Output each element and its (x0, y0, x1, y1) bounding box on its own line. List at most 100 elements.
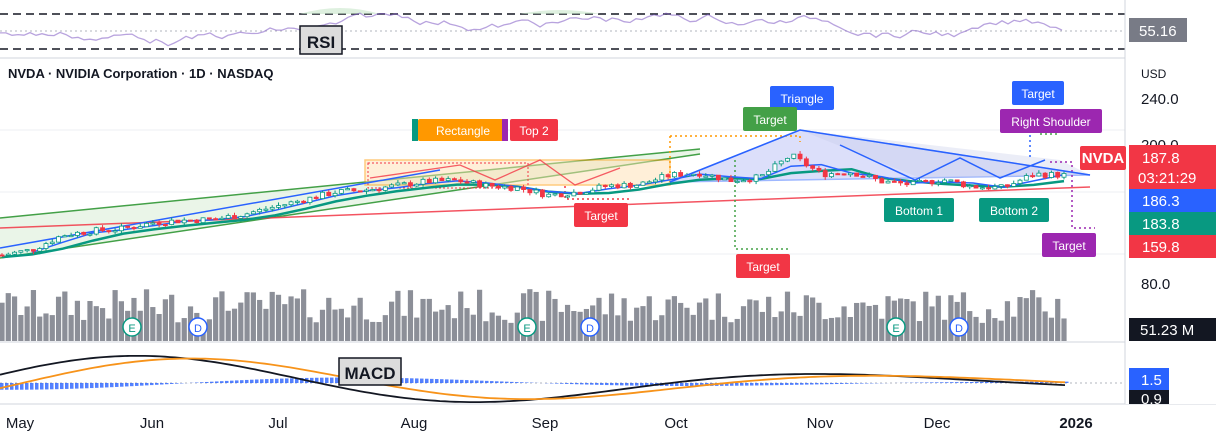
event-markers[interactable]: E D E D E D (122, 317, 969, 337)
macd-histogram-bar (950, 382, 954, 383)
volume-bar (420, 298, 426, 341)
volume-bar (608, 293, 615, 341)
candle-body (1023, 175, 1029, 181)
candle-body (0, 254, 5, 257)
macd-histogram-bar (65, 383, 69, 389)
candle-body (288, 201, 294, 206)
earnings-marker-3[interactable]: E (892, 323, 899, 335)
volume-bar (652, 320, 659, 341)
candle-body (426, 178, 432, 184)
candle-body (395, 182, 401, 186)
candle-body (43, 243, 49, 249)
candle-body (803, 158, 809, 167)
red-line-value: 159.8 (1142, 239, 1180, 256)
volume-bar (213, 297, 219, 341)
target-red-label-2: Target (746, 260, 780, 274)
volume-bar (822, 319, 828, 341)
volume-bar (747, 299, 753, 341)
macd-histogram-bar (450, 379, 454, 383)
candle-body (200, 217, 206, 224)
currency-label[interactable]: USD (1141, 67, 1167, 81)
volume-bar (910, 301, 916, 341)
candle-body (973, 185, 979, 189)
candle-body (169, 219, 175, 225)
macd-histogram-bar (610, 383, 614, 386)
candle-body (382, 186, 388, 191)
red-line-tag (1129, 235, 1216, 258)
dividend-marker-3[interactable]: D (955, 323, 963, 335)
volume-bar (162, 299, 168, 341)
target-green-label: Target (753, 113, 787, 127)
volume-bar (659, 315, 665, 341)
macd-histogram-bar (110, 383, 114, 388)
macd-histogram-bar (315, 377, 319, 383)
volume-bar (678, 302, 684, 341)
macd-histogram-bar (210, 381, 214, 383)
candle-body (75, 231, 80, 236)
dividend-marker-2[interactable]: D (586, 323, 594, 335)
candle-body (125, 225, 131, 228)
volume-bar (577, 311, 583, 341)
candle-body (420, 178, 426, 185)
macd-histogram-bar (100, 383, 104, 388)
macd-histogram-bar (175, 383, 179, 384)
macd-histogram-bar (155, 383, 159, 385)
earnings-marker-1[interactable]: E (128, 323, 135, 335)
candle-body (797, 153, 803, 160)
macd-histogram-bar (1065, 381, 1069, 383)
candle-body (68, 235, 74, 238)
macd-histogram-bar (700, 383, 704, 386)
macd-histogram-bar (670, 383, 674, 386)
candle-body (1005, 184, 1010, 187)
volume-bar (722, 316, 728, 341)
candle-body (206, 217, 212, 220)
candle-body (232, 215, 237, 219)
volume-bar (703, 298, 709, 341)
candle-body (181, 219, 187, 224)
macd-histogram-bar (760, 383, 764, 386)
macd-histogram-bar (800, 383, 804, 385)
volume-bar (778, 311, 784, 341)
last-price: 187.8 (1142, 150, 1180, 167)
candle-body (294, 200, 300, 203)
macd-histogram-bar (420, 378, 424, 383)
macd-histogram-bar (485, 380, 489, 383)
macd-histogram-bar (985, 381, 989, 383)
macd-histogram-bar (135, 383, 139, 386)
macd-histogram-bar (335, 377, 339, 383)
volume-bar (470, 314, 476, 341)
macd-histogram-bar (575, 383, 579, 385)
macd-histogram-bar (140, 383, 144, 386)
macd-histogram-bar (805, 383, 809, 385)
macd-histogram-bar (780, 383, 784, 386)
candle-body (364, 189, 369, 192)
rectangle-label: Rectangle (436, 124, 490, 138)
volume-bar (602, 314, 608, 341)
macd-histogram-bar (640, 383, 644, 386)
candle-body (590, 189, 596, 194)
green-ma-tag (1129, 212, 1216, 235)
candle-body (1036, 172, 1042, 177)
right-shoulder-label: Right Shoulder (1011, 115, 1090, 129)
macd-histogram-bar (310, 377, 314, 383)
macd-histogram-bar (560, 383, 564, 384)
volume-bar (483, 321, 489, 341)
macd-histogram-bar (475, 380, 479, 383)
volume-bar (476, 289, 483, 341)
earnings-marker-2[interactable]: E (523, 323, 530, 335)
volume-bar (1061, 318, 1067, 341)
volume-bar (816, 302, 822, 341)
macd-histogram-bar (810, 383, 814, 385)
macd-histogram-bar (280, 378, 284, 383)
candle-body (646, 181, 652, 184)
candle-body (847, 172, 853, 176)
volume-bar (219, 291, 225, 341)
macd-histogram-bar (645, 383, 649, 386)
candle-body (546, 193, 552, 198)
macd-histogram-bar (1040, 381, 1044, 383)
volume-bar (615, 315, 621, 341)
volume-bar (1011, 316, 1017, 341)
dividend-marker-1[interactable]: D (194, 323, 202, 335)
macd-histogram-bar (260, 379, 264, 383)
